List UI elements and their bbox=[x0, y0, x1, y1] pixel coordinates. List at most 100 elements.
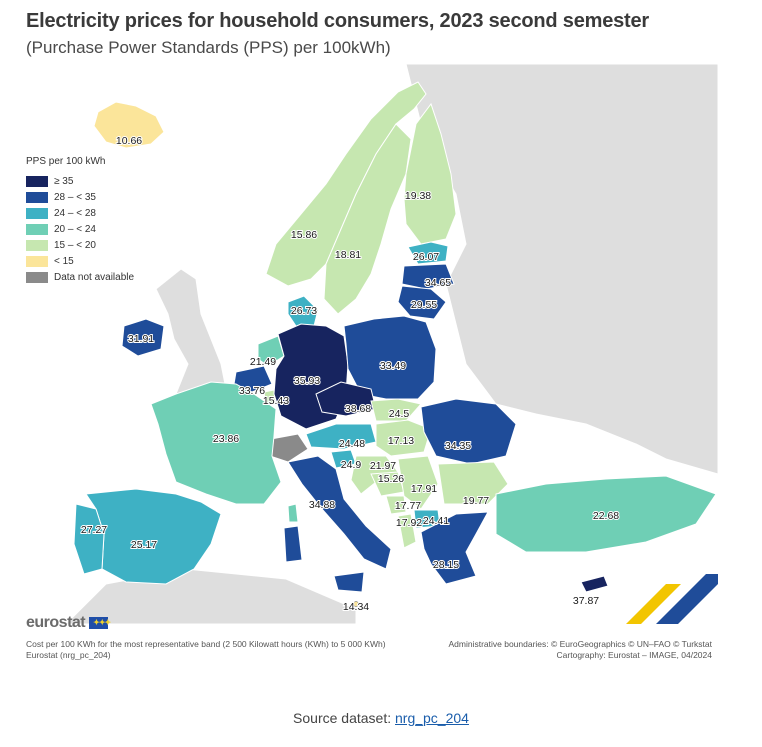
legend-label: 28 – < 35 bbox=[54, 191, 96, 203]
region-slovakia bbox=[370, 398, 422, 422]
legend-swatch bbox=[26, 255, 48, 267]
legend-item: 15 – < 20 bbox=[26, 237, 134, 253]
region-sicily bbox=[333, 571, 365, 593]
legend-label: Data not available bbox=[54, 271, 135, 283]
region-poland bbox=[343, 315, 437, 400]
region-albania bbox=[397, 513, 417, 549]
legend-swatch bbox=[26, 223, 48, 235]
legend-swatch bbox=[26, 239, 48, 251]
value-label-is: 10.66 bbox=[116, 135, 142, 147]
region-hungary bbox=[375, 419, 432, 457]
brand-name: eurostat bbox=[26, 614, 86, 631]
footnotes: Cost per 100 KWh for the most representa… bbox=[26, 639, 386, 661]
value-label-rs: 17.91 bbox=[411, 483, 437, 495]
eu-flag-icon: ✦✦✦ bbox=[89, 617, 111, 629]
region-italy bbox=[287, 455, 392, 570]
region-lithuania bbox=[397, 285, 447, 320]
legend-item: Data not available bbox=[26, 269, 134, 285]
region-estonia bbox=[407, 241, 449, 265]
region-portugal bbox=[73, 503, 105, 575]
credit-cartography: Cartography: Eurostat – IMAGE, 04/2024 bbox=[556, 650, 712, 660]
legend-swatch bbox=[26, 175, 48, 187]
value-label-lu: 15.43 bbox=[263, 395, 289, 407]
value-label-si: 24.9 bbox=[341, 459, 362, 471]
value-label-nl: 21.49 bbox=[250, 356, 276, 368]
map-subtitle: (Purchase Power Standards (PPS) per 100k… bbox=[26, 38, 391, 57]
value-label-hr: 21.97 bbox=[370, 460, 396, 472]
value-label-ee: 26.07 bbox=[413, 251, 439, 263]
source-line: Source dataset: nrg_pc_204 bbox=[0, 710, 762, 726]
source-prefix: Source dataset: bbox=[293, 710, 395, 726]
region-corsica bbox=[287, 503, 299, 523]
source-dataset-link[interactable]: nrg_pc_204 bbox=[395, 710, 469, 726]
value-label-al: 17.92 bbox=[396, 517, 422, 529]
legend-label: 20 – < 24 bbox=[54, 223, 96, 235]
region-iceland bbox=[93, 101, 165, 149]
value-label-mt: 14.34 bbox=[343, 601, 369, 613]
value-label-es: 25.17 bbox=[131, 539, 157, 551]
region-serbia bbox=[397, 455, 439, 510]
value-label-ie: 31.91 bbox=[128, 333, 154, 345]
eurostat-logo: eurostat ✦✦✦ bbox=[26, 614, 111, 632]
value-label-cy: 37.87 bbox=[573, 595, 599, 607]
region-sardinia bbox=[283, 525, 303, 563]
region-turkey bbox=[495, 475, 717, 553]
value-label-tr: 22.68 bbox=[593, 510, 619, 522]
value-label-sk: 24.5 bbox=[389, 408, 410, 420]
footnote-definition: Cost per 100 KWh for the most representa… bbox=[26, 639, 386, 649]
value-label-fr: 23.86 bbox=[213, 433, 239, 445]
region-romania bbox=[420, 398, 517, 465]
footnote-dataset: Eurostat (nrg_pc_204) bbox=[26, 650, 111, 660]
value-label-pl: 33.49 bbox=[380, 360, 406, 372]
value-label-bg: 19.77 bbox=[463, 495, 489, 507]
region-netherlands bbox=[257, 335, 285, 367]
value-label-it: 34.88 bbox=[309, 499, 335, 511]
value-label-lt: 29.55 bbox=[411, 299, 437, 311]
value-label-me: 17.77 bbox=[395, 500, 421, 512]
value-label-mk: 24.41 bbox=[423, 515, 449, 527]
legend-swatch bbox=[26, 207, 48, 219]
legend: PPS per 100 kWh ≥ 35 28 – < 35 24 – < 28 20… bbox=[26, 156, 134, 285]
map-title: Electricity prices for household consume… bbox=[26, 10, 650, 32]
value-label-se: 18.81 bbox=[335, 249, 361, 261]
legend-item: < 15 bbox=[26, 253, 134, 269]
legend-swatch bbox=[26, 191, 48, 203]
legend-swatch bbox=[26, 271, 48, 283]
value-label-fi: 19.38 bbox=[405, 190, 431, 202]
legend-item: 28 – < 35 bbox=[26, 189, 134, 205]
value-label-ro: 34.35 bbox=[445, 440, 471, 452]
legend-title: PPS per 100 kWh bbox=[26, 156, 106, 167]
region-france bbox=[150, 381, 282, 505]
legend-item: ≥ 35 bbox=[26, 173, 134, 189]
legend-item: 20 – < 24 bbox=[26, 221, 134, 237]
region-montenegro bbox=[385, 495, 407, 515]
value-label-lv: 34.65 bbox=[425, 277, 451, 289]
value-label-pt: 27.27 bbox=[81, 524, 107, 536]
eurostat-corner-logo bbox=[626, 584, 681, 624]
region-finland bbox=[403, 102, 457, 245]
region-ireland bbox=[121, 318, 165, 357]
value-label-no: 15.86 bbox=[291, 229, 317, 241]
value-label-be: 33.76 bbox=[239, 385, 265, 397]
europe-map: 10.66 15.86 18.81 19.38 26.07 34.65 29.55 26.73… bbox=[26, 64, 718, 624]
credit-boundaries: Administrative boundaries: © EuroGeograp… bbox=[448, 639, 712, 649]
value-label-gr: 28.15 bbox=[433, 559, 459, 571]
legend-label: 24 – < 28 bbox=[54, 207, 96, 219]
value-label-ba: 15.26 bbox=[378, 473, 404, 485]
region-cyprus bbox=[580, 575, 609, 593]
legend-label: < 15 bbox=[54, 255, 74, 267]
value-label-cz: 38.68 bbox=[345, 403, 371, 415]
legend-item: 24 – < 28 bbox=[26, 205, 134, 221]
region-belgium bbox=[233, 365, 273, 393]
value-label-dk: 26.73 bbox=[291, 305, 317, 317]
value-label-de: 35.93 bbox=[294, 375, 320, 387]
region-sweden bbox=[323, 123, 412, 315]
legend-label: ≥ 35 bbox=[54, 175, 74, 187]
legend-label: 15 – < 20 bbox=[54, 239, 96, 251]
region-greece bbox=[420, 511, 489, 585]
value-label-at: 24.48 bbox=[339, 438, 365, 450]
region-malta bbox=[353, 601, 359, 607]
credits: Administrative boundaries: © EuroGeograp… bbox=[420, 639, 712, 661]
value-label-hu: 17.13 bbox=[388, 435, 414, 447]
region-norway bbox=[265, 81, 427, 287]
